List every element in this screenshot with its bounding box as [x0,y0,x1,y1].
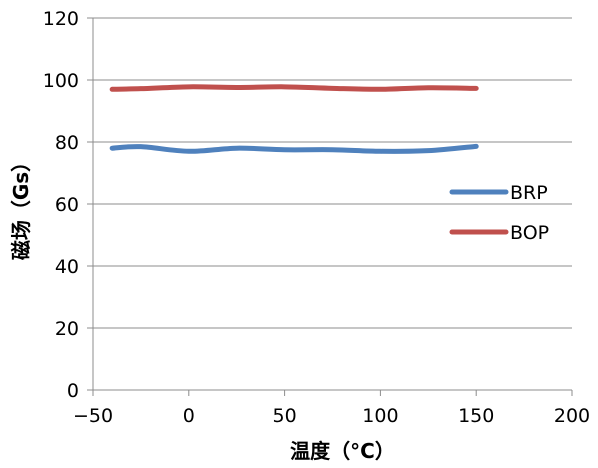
x-axis-title: 温度（°C） [290,439,395,463]
legend-label-brp: BRP [510,182,548,204]
tick-labels: 0 20 40 60 80 100 120 −50 0 50 100 150 200 [43,8,590,427]
series-lines [109,84,479,154]
gridlines [93,17,572,329]
y-tick-label: 120 [43,8,79,30]
y-tick-label: 40 [55,256,79,278]
x-tick-label: 100 [362,405,398,427]
y-tick-label: 0 [67,380,79,402]
y-axis-title: 磁场（Gs） [9,152,33,260]
legend-label-bop: BOP [510,222,549,244]
x-tick-label: 50 [273,405,297,427]
y-tick-label: 20 [55,318,79,340]
y-tick-label: 80 [55,132,79,154]
series-line-brp [109,143,479,154]
x-tick-label: 200 [554,405,590,427]
legend: BRP BOP [449,182,549,244]
x-tick-label: 0 [183,405,195,427]
y-tick-label: 60 [55,194,79,216]
x-tick-label: −50 [73,405,113,427]
x-tick-label: 150 [458,405,494,427]
axes [87,17,573,396]
y-tick-label: 100 [43,70,79,92]
series-line-bop [109,84,479,92]
